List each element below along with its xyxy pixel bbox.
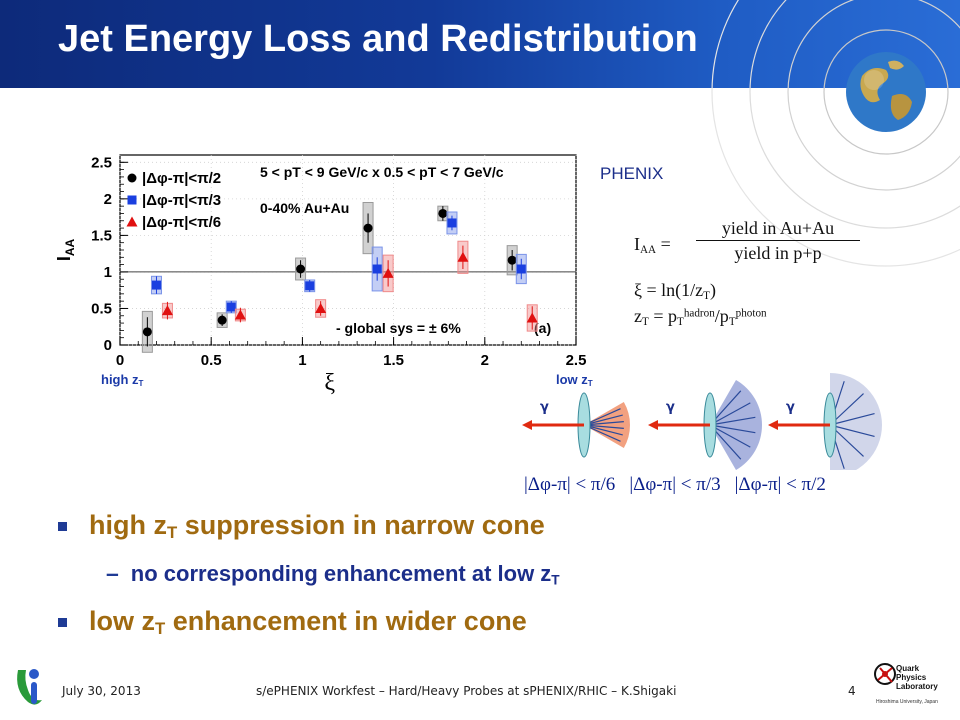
data-point (363, 223, 373, 233)
gamma-label: γ (786, 400, 795, 415)
global-sys-text: - global sys = ± 6% (336, 320, 461, 336)
data-point (217, 315, 227, 325)
quark-lab-logo-subtitle: Hiroshima University, Japan (876, 699, 938, 705)
iaa-chart: 0 0.5 1 1.5 2 2.5 0 0.5 1 1.5 2 2.5 ξ IAA 5 < pT < 9 G… (54, 154, 587, 395)
xi-definition: ξ = ln(1/zT) (634, 280, 716, 302)
quark-lab-logo-icon (874, 663, 896, 685)
jet-arrow (709, 424, 751, 448)
slide-title: Jet Energy Loss and Redistribution (58, 18, 698, 60)
x-axis-label: ξ (324, 370, 335, 395)
bullet-high-zt: high zT suppression in narrow cone (58, 510, 545, 543)
quark-lab-logo-text: Quark Physics Laboratory (896, 664, 938, 691)
legend-marker (127, 173, 137, 183)
zt-definition: zT = pThadron/pTphoton (634, 306, 767, 328)
y-tick-label: 1.5 (91, 227, 112, 244)
y-tick-label: 1 (104, 264, 112, 281)
low-zt-annotation: low zT (556, 372, 593, 388)
legend-marker (127, 195, 137, 205)
x-tick-label: 2 (481, 352, 489, 369)
cone-label-wide: |Δφ-π| < π/2 (734, 474, 826, 495)
x-tick-label: 1 (298, 352, 306, 369)
decorative-rings (711, 0, 960, 267)
y-tick-label: 0.5 (91, 300, 112, 317)
legend-label: |Δφ-π|<π/2 (142, 170, 221, 187)
jet-arrow (583, 421, 624, 426)
sub-bullet-no-enhancement: – no corresponding enhancement at low zT (106, 560, 560, 588)
bullet-low-zt: low zT enhancement in wider cone (58, 606, 527, 639)
data-point (507, 255, 517, 265)
cone-label-medium: |Δφ-π| < π/3 (629, 474, 721, 495)
institution-logo-icon (17, 669, 42, 705)
y-tick-label: 2 (104, 191, 112, 208)
data-point (161, 305, 173, 316)
high-zt-annotation: high zT (101, 372, 144, 388)
jet-arrow (829, 412, 875, 426)
bullet-square-icon (58, 522, 67, 532)
legend-marker (126, 216, 138, 227)
legend-label: |Δφ-π|<π/3 (142, 192, 221, 209)
data-point (447, 218, 457, 228)
kinematics-text: 5 < pT < 9 GeV/c x 0.5 < pT < 7 GeV/c (260, 164, 504, 180)
jet-arrow (709, 424, 756, 434)
bullet-square-icon (58, 618, 67, 628)
footer-center: s/ePHENIX Workfest – Hard/Heavy Probes a… (256, 684, 677, 698)
y-tick-label: 2.5 (91, 154, 112, 171)
data-point (526, 312, 538, 323)
data-point (372, 264, 382, 274)
iaa-denominator: yield in p+p (734, 243, 822, 263)
data-point (305, 281, 315, 291)
data-point (226, 302, 236, 312)
x-tick-label: 1.5 (383, 352, 404, 369)
globe-icon (846, 52, 926, 132)
y-tick-label: 0 (104, 337, 112, 354)
iaa-numerator: yield in Au+Au (696, 218, 860, 241)
iaa-fraction: yield in Au+Au yield in p+p (696, 218, 860, 264)
cone-wedge (830, 373, 882, 470)
panel-label: (a) (534, 320, 551, 336)
cone-wedge (584, 402, 630, 448)
data-point (516, 264, 526, 274)
iaa-lhs: IAA = (634, 234, 671, 256)
data-point (315, 302, 327, 313)
centrality-text: 0-40% Au+Au (260, 200, 349, 216)
experiment-label: PHENIX (600, 164, 664, 183)
footer: July 30, 2013 s/ePHENIX Workfest – Hard/… (0, 680, 960, 700)
x-tick-label: 2.5 (566, 352, 587, 369)
data-point (234, 309, 246, 320)
jet-arrow (583, 424, 624, 429)
jet-arrow (829, 424, 875, 438)
cone-labels: |Δφ-π| < π/6 |Δφ-π| < π/3 |Δφ-π| < π/2 (524, 474, 840, 496)
data-point (382, 267, 394, 278)
data-point (151, 280, 161, 290)
jet-arrow (709, 402, 751, 426)
jet-arrow (709, 416, 756, 426)
x-tick-label: 0 (116, 352, 124, 369)
data-point (457, 251, 469, 262)
data-point (438, 208, 448, 218)
gamma-label: γ (540, 400, 549, 415)
gamma-label: γ (666, 400, 675, 415)
cone-wedge (710, 379, 762, 470)
photon-arrowhead (522, 420, 532, 430)
footer-date: July 30, 2013 (62, 684, 141, 698)
y-axis-label: IAA (54, 238, 77, 261)
data-point (142, 327, 152, 337)
photon-arrowhead (768, 420, 778, 430)
x-tick-label: 0.5 (201, 352, 222, 369)
data-point (296, 264, 306, 274)
photon-arrowhead (648, 420, 658, 430)
page-number: 4 (848, 684, 856, 698)
legend-label: |Δφ-π|<π/6 (142, 214, 221, 231)
cone-label-narrow: |Δφ-π| < π/6 (524, 474, 616, 495)
